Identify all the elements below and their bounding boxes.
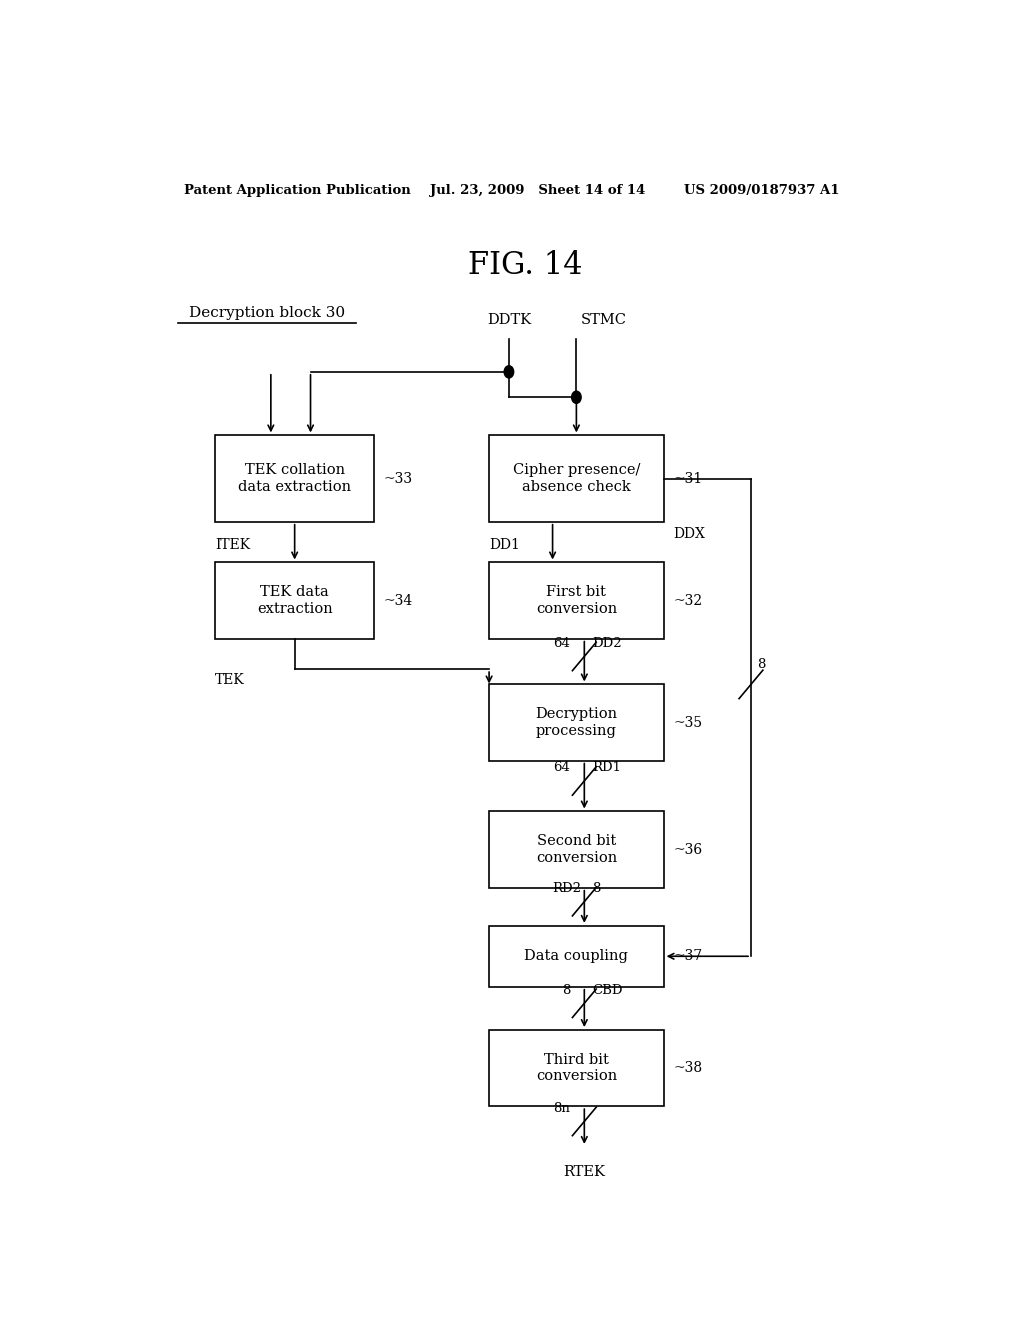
Text: Third bit
conversion: Third bit conversion xyxy=(536,1053,617,1084)
Bar xyxy=(215,562,374,639)
Text: ~33: ~33 xyxy=(384,471,413,486)
Text: ~31: ~31 xyxy=(673,471,702,486)
Text: Decryption
processing: Decryption processing xyxy=(536,708,617,738)
Text: 64: 64 xyxy=(553,636,570,649)
Text: First bit
conversion: First bit conversion xyxy=(536,586,617,615)
Text: ~34: ~34 xyxy=(384,594,413,607)
Bar xyxy=(489,562,664,639)
Bar xyxy=(489,684,664,760)
Text: TEK collation
data extraction: TEK collation data extraction xyxy=(239,463,351,494)
Bar xyxy=(489,925,664,987)
Text: Patent Application Publication: Patent Application Publication xyxy=(183,183,411,197)
Circle shape xyxy=(504,366,514,378)
Text: ITEK: ITEK xyxy=(215,539,251,552)
Text: Second bit
conversion: Second bit conversion xyxy=(536,834,617,865)
Text: RTEK: RTEK xyxy=(563,1166,605,1179)
Text: DDX: DDX xyxy=(673,527,706,541)
Text: 8: 8 xyxy=(561,983,570,997)
Text: 8: 8 xyxy=(592,882,601,895)
Text: DD2: DD2 xyxy=(592,636,622,649)
Text: RD2: RD2 xyxy=(553,882,582,895)
Text: US 2009/0187937 A1: US 2009/0187937 A1 xyxy=(684,183,839,197)
Text: RD1: RD1 xyxy=(592,762,622,775)
Bar xyxy=(215,436,374,521)
Text: ~36: ~36 xyxy=(673,842,702,857)
Text: ~32: ~32 xyxy=(673,594,702,607)
Text: 64: 64 xyxy=(553,762,570,775)
Text: Data coupling: Data coupling xyxy=(524,949,629,964)
Text: Decryption block 30: Decryption block 30 xyxy=(188,306,345,319)
Text: STMC: STMC xyxy=(582,313,627,327)
Text: TEK: TEK xyxy=(215,673,245,688)
Bar xyxy=(489,812,664,887)
Bar xyxy=(489,1030,664,1106)
Text: Jul. 23, 2009   Sheet 14 of 14: Jul. 23, 2009 Sheet 14 of 14 xyxy=(430,183,645,197)
Text: Cipher presence/
absence check: Cipher presence/ absence check xyxy=(513,463,640,494)
Text: 8n: 8n xyxy=(553,1102,570,1114)
Circle shape xyxy=(571,391,582,404)
Text: FIG. 14: FIG. 14 xyxy=(468,249,582,281)
Text: ~37: ~37 xyxy=(673,949,702,964)
Text: ~38: ~38 xyxy=(673,1061,702,1074)
Text: DDTK: DDTK xyxy=(486,313,531,327)
Text: 8: 8 xyxy=(758,657,766,671)
Text: DD1: DD1 xyxy=(489,539,520,552)
Text: TEK data
extraction: TEK data extraction xyxy=(257,586,333,615)
Bar xyxy=(489,436,664,521)
Text: CBD: CBD xyxy=(592,983,623,997)
Text: ~35: ~35 xyxy=(673,715,702,730)
